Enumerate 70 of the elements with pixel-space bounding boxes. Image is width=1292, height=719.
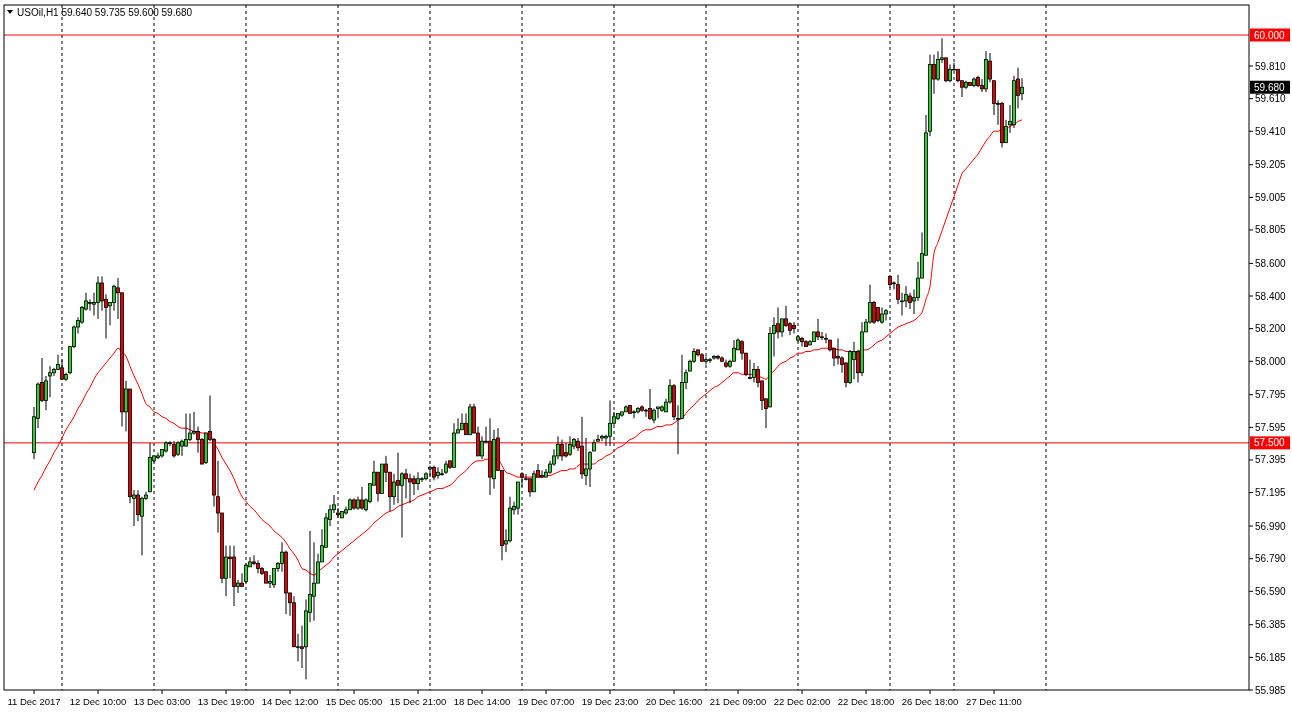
candlestick xyxy=(396,452,400,504)
x-tick-label: 11 Dec 2017 xyxy=(7,696,61,707)
y-tick-label: 57.395 xyxy=(1255,454,1287,466)
x-tick-label: 27 Dec 11:00 xyxy=(966,696,1022,707)
ref-line-label: 60.000 xyxy=(1254,29,1286,41)
candlestick xyxy=(656,406,660,419)
candlestick xyxy=(436,466,440,480)
x-tick-label: 15 Dec 05:00 xyxy=(325,696,383,707)
y-tick-label: 57.795 xyxy=(1255,389,1287,401)
y-tick-label: 58.200 xyxy=(1255,323,1287,335)
x-tick-label: 20 Dec 16:00 xyxy=(645,696,703,707)
y-tick-label: 59.810 xyxy=(1255,60,1287,72)
candlestick xyxy=(408,473,412,504)
y-tick-label: 56.990 xyxy=(1255,520,1287,532)
y-tick-label: 59.410 xyxy=(1255,125,1287,137)
candlestick xyxy=(596,434,600,442)
x-tick-label: 21 Dec 09:00 xyxy=(709,696,767,707)
y-tick-label: 59.005 xyxy=(1255,191,1287,203)
x-tick-label: 26 Dec 18:00 xyxy=(901,696,959,707)
candlestick xyxy=(480,435,484,460)
y-tick-label: 57.595 xyxy=(1255,421,1287,433)
x-tick-label: 19 Dec 23:00 xyxy=(581,696,639,707)
candlestick xyxy=(632,409,636,419)
candlestick xyxy=(540,470,544,478)
y-tick-label: 56.590 xyxy=(1255,585,1287,597)
x-tick-label: 13 Dec 03:00 xyxy=(133,696,191,707)
candlestick xyxy=(416,471,420,491)
y-tick-label: 59.610 xyxy=(1255,93,1287,105)
candlestick xyxy=(872,300,876,325)
candlestick xyxy=(1020,77,1024,101)
chart-title: USOil,H1 59.640 59.735 59.600 59.680 xyxy=(17,7,193,18)
x-tick-label: 18 Dec 14:00 xyxy=(453,696,511,707)
candlestick xyxy=(568,435,572,457)
y-tick-label: 56.790 xyxy=(1255,553,1287,565)
x-tick-label: 14 Dec 12:00 xyxy=(261,696,319,707)
x-tick-label: 22 Dec 02:00 xyxy=(773,696,831,707)
y-tick-label: 58.400 xyxy=(1255,290,1287,302)
y-tick-label: 58.000 xyxy=(1255,355,1287,367)
ref-line-label: 57.500 xyxy=(1254,437,1286,449)
candlestick xyxy=(560,439,564,462)
y-tick-label: 57.195 xyxy=(1255,487,1287,499)
x-tick-label: 22 Dec 18:00 xyxy=(837,696,895,707)
x-tick-label: 19 Dec 07:00 xyxy=(517,696,575,707)
x-tick-label: 12 Dec 10:00 xyxy=(69,696,127,707)
candlestick xyxy=(708,357,712,364)
candlestick xyxy=(420,476,424,483)
x-tick-label: 15 Dec 21:00 xyxy=(389,696,447,707)
y-tick-label: 58.600 xyxy=(1255,257,1287,269)
y-tick-label: 55.985 xyxy=(1255,684,1287,696)
y-tick-label: 56.185 xyxy=(1255,651,1287,663)
candlestick xyxy=(752,362,756,383)
y-tick-label: 56.385 xyxy=(1255,619,1287,631)
candlestick xyxy=(648,388,652,421)
candlestick xyxy=(428,465,432,478)
y-tick-label: 59.205 xyxy=(1255,159,1287,171)
candlestick xyxy=(816,318,820,341)
x-tick-label: 13 Dec 19:00 xyxy=(197,696,255,707)
candlestick xyxy=(180,439,184,457)
candlestick xyxy=(800,336,804,348)
candlestick xyxy=(256,559,260,574)
candlestick xyxy=(404,468,408,499)
candlestick xyxy=(852,341,856,380)
candlestick xyxy=(460,412,464,431)
candlestick xyxy=(360,486,364,511)
candlestick xyxy=(96,275,100,320)
text: 59.680 xyxy=(1254,81,1286,93)
candlestick xyxy=(532,470,536,493)
candlestick xyxy=(88,298,92,312)
y-tick-label: 58.805 xyxy=(1255,224,1287,236)
candlestick xyxy=(644,408,648,418)
